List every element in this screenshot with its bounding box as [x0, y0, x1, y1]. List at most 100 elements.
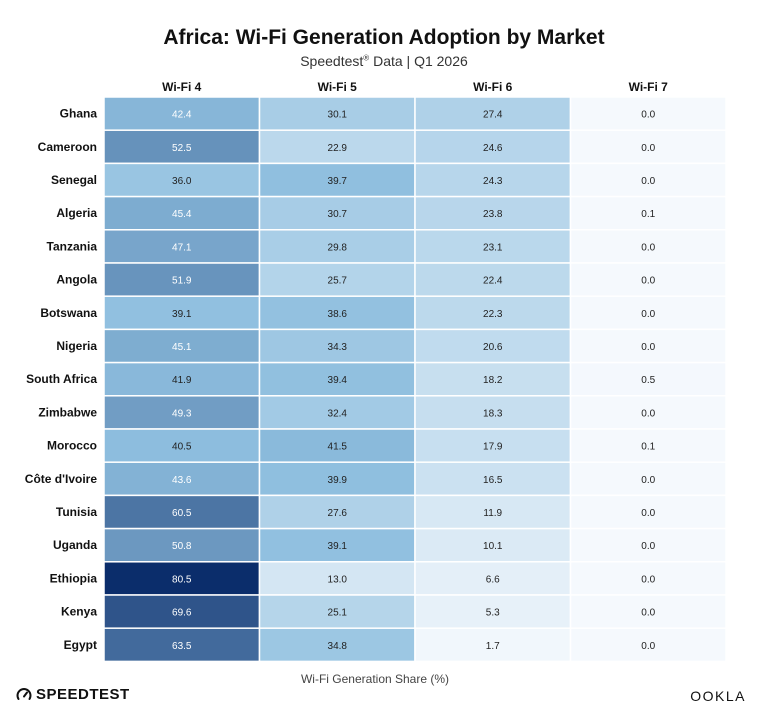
cell-value-label: 0.0: [641, 276, 655, 287]
cell-value-label: 45.4: [172, 209, 192, 220]
column-header: Wi-Fi 4: [162, 80, 202, 94]
row-label: Cameroon: [38, 140, 97, 154]
cell-value-label: 0.0: [641, 342, 655, 353]
heatmap-cell: [258, 295, 416, 331]
heatmap-cell: [414, 328, 572, 364]
cell-value-label: 23.1: [483, 242, 503, 253]
cell-value-label: 18.2: [483, 375, 503, 386]
speedtest-wordmark: SPEEDTEST: [36, 686, 130, 703]
cell-value-label: 1.7: [486, 641, 500, 652]
cell-value-label: 0.0: [641, 541, 655, 552]
row-label: Kenya: [61, 605, 97, 619]
cell-value-label: 63.5: [172, 641, 192, 652]
cell-value-label: 10.1: [483, 541, 503, 552]
heatmap-cell: [103, 627, 261, 663]
cell-value-label: 38.6: [328, 309, 348, 320]
heatmap-cell: [569, 395, 727, 430]
heatmap-cell: [103, 594, 261, 629]
row-label: Angola: [56, 273, 97, 287]
cell-value-label: 0.0: [641, 475, 655, 486]
row-label: Botswana: [40, 306, 97, 320]
cell-value-label: 0.1: [641, 209, 655, 220]
row-label: Ethiopia: [50, 571, 98, 585]
cell-value-label: 60.5: [172, 508, 192, 519]
cell-value-label: 0.0: [641, 176, 655, 187]
cell-value-label: 0.0: [641, 508, 655, 519]
heatmap-cell: [258, 627, 416, 663]
cell-value-label: 52.5: [172, 143, 192, 154]
cell-value-label: 41.5: [328, 442, 348, 453]
heatmap-cell: [414, 627, 572, 663]
heatmap-cell: [414, 361, 572, 397]
cell-value-label: 0.5: [641, 375, 655, 386]
heatmap-cell: [569, 262, 727, 297]
cell-value-label: 18.3: [483, 408, 503, 419]
chart-title: Africa: Wi-Fi Generation Adoption by Mar…: [163, 26, 605, 49]
heatmap-cell: [103, 361, 261, 397]
heatmap-cell: [103, 229, 261, 264]
heatmap-cell: [414, 295, 572, 331]
cell-value-label: 39.1: [328, 541, 348, 552]
heatmap-cell: [569, 162, 727, 198]
cell-value-label: 32.4: [328, 408, 348, 419]
subtitle-registered-mark: ®: [363, 53, 370, 63]
column-header: Wi-Fi 7: [629, 80, 669, 94]
cell-value-label: 16.5: [483, 475, 503, 486]
heatmap-cell: [258, 594, 416, 629]
speedtest-logo: SPEEDTEST: [16, 686, 130, 703]
heatmap-cell: [103, 295, 261, 331]
cell-value-label: 40.5: [172, 442, 192, 453]
heatmap-cell: [258, 494, 416, 530]
cell-value-label: 22.4: [483, 276, 503, 287]
heatmap-cell: [103, 162, 261, 198]
heatmap-cell: [569, 627, 727, 663]
cell-value-label: 50.8: [172, 541, 192, 552]
heatmap-cell: [258, 229, 416, 264]
column-header: Wi-Fi 6: [473, 80, 513, 94]
heatmap-cell: [414, 262, 572, 297]
heatmap-cell: [258, 561, 416, 596]
cell-value-label: 39.1: [172, 309, 192, 320]
cell-value-label: 25.1: [328, 608, 348, 619]
cell-value-label: 30.7: [328, 209, 348, 220]
cell-value-label: 5.3: [486, 608, 500, 619]
cell-value-label: 34.3: [328, 342, 348, 353]
heatmap-cell: [569, 328, 727, 364]
heatmap-cell: [414, 461, 572, 497]
cell-value-label: 23.8: [483, 209, 503, 220]
cell-value-label: 34.8: [328, 641, 348, 652]
column-header: Wi-Fi 5: [318, 80, 358, 94]
heatmap-cell: [569, 96, 727, 131]
cell-value-label: 29.8: [328, 242, 348, 253]
row-label: Tunisia: [56, 505, 97, 519]
cell-value-label: 42.4: [172, 110, 192, 121]
heatmap-cell: [258, 162, 416, 198]
cell-value-label: 43.6: [172, 475, 192, 486]
row-label: Senegal: [51, 173, 97, 187]
cell-value-label: 27.4: [483, 110, 503, 121]
heatmap-cell: [569, 561, 727, 596]
cell-value-label: 39.9: [328, 475, 348, 486]
row-label: Uganda: [53, 538, 97, 552]
row-label: Nigeria: [56, 339, 97, 353]
cell-value-label: 22.3: [483, 309, 503, 320]
cell-value-label: 27.6: [328, 508, 348, 519]
ookla-logo: OOKLA: [690, 688, 746, 704]
heatmap-cell: [414, 494, 572, 530]
cell-value-label: 41.9: [172, 375, 192, 386]
cell-value-label: 45.1: [172, 342, 192, 353]
cell-value-label: 30.1: [328, 110, 348, 121]
heatmap-cell: [103, 395, 261, 430]
cell-value-label: 0.0: [641, 143, 655, 154]
subtitle-rest: Data | Q1 2026: [369, 53, 468, 69]
speedometer-icon: [16, 687, 32, 700]
cell-value-label: 24.6: [483, 143, 503, 154]
heatmap-cell: [258, 527, 416, 563]
cell-value-label: 51.9: [172, 276, 192, 287]
cell-value-label: 39.4: [328, 375, 348, 386]
cell-value-label: 39.7: [328, 176, 348, 187]
row-label: Algeria: [56, 206, 97, 220]
cell-value-label: 20.6: [483, 342, 503, 353]
